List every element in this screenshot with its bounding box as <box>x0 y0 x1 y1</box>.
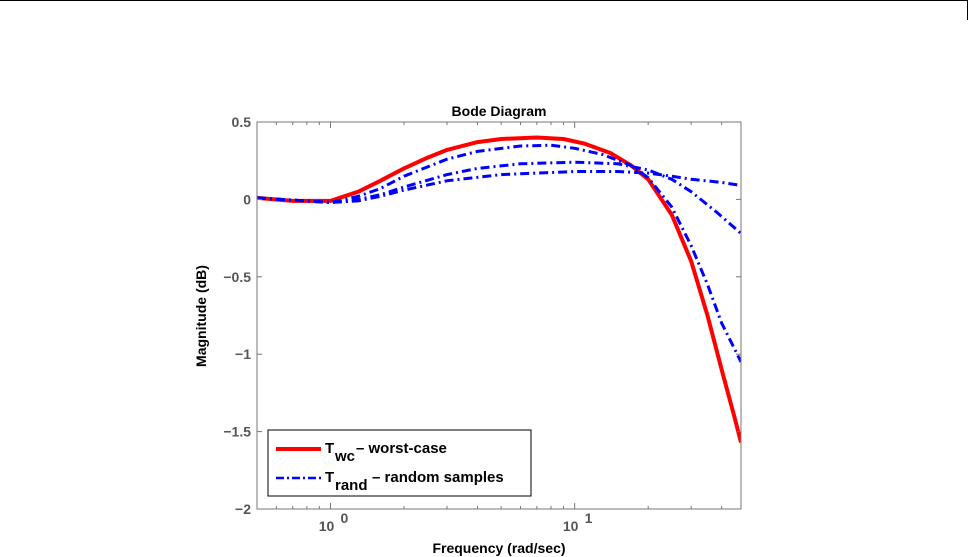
legend-symbol: T <box>325 469 334 486</box>
x-tick-exponent: 1 <box>585 510 593 526</box>
window-top-border <box>0 0 968 1</box>
y-axis-label: Magnitude (dB) <box>193 265 209 367</box>
series-line-0 <box>257 135 741 443</box>
x-tick-label: 10 <box>319 518 335 534</box>
legend-box <box>267 429 532 497</box>
series-line-2 <box>257 160 741 235</box>
y-tick-label: 0 <box>243 191 251 207</box>
x-tick-label: 10 <box>563 518 579 534</box>
legend-label: – random samples <box>372 469 504 486</box>
y-tick-label: −1 <box>235 346 251 362</box>
legend-subscript: wc <box>334 448 355 465</box>
legend-label: – worst-case <box>356 440 447 457</box>
y-tick-label: 0.5 <box>232 114 252 130</box>
axes-box <box>256 121 742 510</box>
series-line-1 <box>257 143 741 363</box>
x-axis-label: Frequency (rad/sec) <box>432 540 565 556</box>
legend-subscript: rand <box>335 477 368 494</box>
series-line-3 <box>257 170 741 204</box>
window-side-border <box>967 0 968 20</box>
y-tick-label: −0.5 <box>223 269 251 285</box>
legend-symbol: T <box>325 440 334 457</box>
chart-title: Bode Diagram <box>452 103 547 119</box>
y-tick-label: −1.5 <box>223 424 251 440</box>
x-tick-exponent: 0 <box>341 510 349 526</box>
y-tick-label: −2 <box>235 501 251 517</box>
